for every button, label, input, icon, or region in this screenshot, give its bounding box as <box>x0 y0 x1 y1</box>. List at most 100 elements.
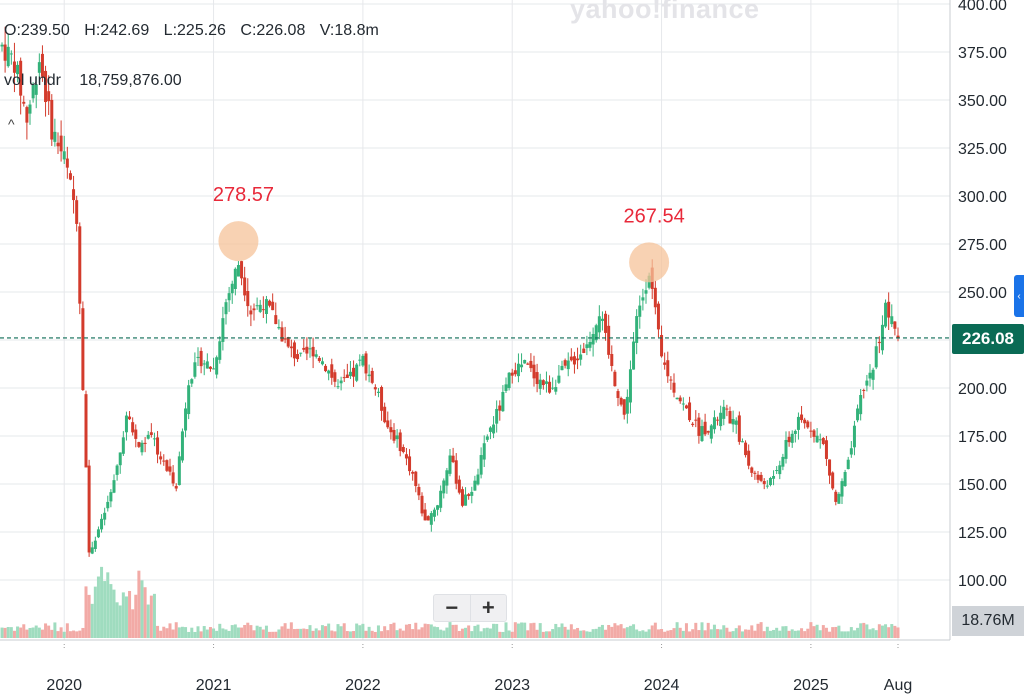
candle-body <box>859 394 863 415</box>
volume-value: V:18.8m <box>319 22 379 39</box>
volume-bar <box>37 627 41 638</box>
candle-body <box>572 356 576 365</box>
volume-bar <box>846 631 850 638</box>
candle-body <box>464 494 468 506</box>
volume-bar <box>896 627 900 638</box>
volume-bar <box>868 629 872 638</box>
candle-body <box>784 439 788 459</box>
volume-bar <box>862 622 866 638</box>
volume-bar <box>510 631 514 638</box>
volume-bar <box>84 586 88 638</box>
last-volume-tag: 18.76M <box>952 606 1024 636</box>
collapse-chevron-icon[interactable]: ^ <box>8 116 15 132</box>
candle-body <box>663 362 667 365</box>
candle-body <box>482 443 486 460</box>
candle-body <box>775 470 779 472</box>
candle-body <box>159 456 163 460</box>
candle-body <box>442 480 446 494</box>
candle-body <box>569 356 573 361</box>
volume-bar <box>408 624 412 638</box>
volume-bar <box>156 625 160 638</box>
candle-body <box>706 430 710 433</box>
candle-body <box>703 421 707 435</box>
expand-panel-chevron-icon[interactable]: ‹ <box>1014 275 1024 317</box>
volume-bar <box>128 590 132 638</box>
candle-body <box>871 369 875 380</box>
candle-body <box>725 408 729 410</box>
candle-body <box>212 368 216 370</box>
candle-body <box>750 467 754 473</box>
volume-bar <box>740 631 744 638</box>
volume-bar <box>177 627 181 638</box>
volume-bar <box>877 624 881 638</box>
volume-bar <box>146 604 150 638</box>
volume-bar <box>115 602 119 638</box>
candle-body <box>884 302 888 327</box>
candle-body <box>152 438 156 440</box>
volume-bar <box>432 626 436 638</box>
volume-bar <box>716 629 720 638</box>
volume-bar <box>479 631 483 638</box>
volume-bar <box>753 630 757 638</box>
volume-bar <box>53 622 57 638</box>
volume-bar <box>856 627 860 638</box>
volume-bar <box>541 631 545 638</box>
volume-bar <box>162 626 166 638</box>
volume-bar <box>781 626 785 638</box>
candle-body <box>470 491 474 496</box>
volume-bar <box>476 624 480 638</box>
volume-bar <box>152 593 156 638</box>
zoom-out-button[interactable]: − <box>434 595 471 621</box>
y-tick-label: 275.00 <box>958 237 1007 254</box>
volume-bar <box>271 631 275 638</box>
candle-body <box>190 379 194 384</box>
volume-bar <box>320 625 324 638</box>
candle-body <box>364 353 368 374</box>
candle-body <box>840 481 844 497</box>
candle-body <box>112 480 116 493</box>
candle-body <box>538 379 542 389</box>
volume-bar <box>579 630 583 638</box>
volume-bar <box>404 624 408 638</box>
candle-body <box>585 344 589 349</box>
volume-bar <box>411 629 415 638</box>
volume-bar <box>426 624 430 638</box>
volume-bar <box>376 625 380 638</box>
volume-bar <box>364 630 368 638</box>
candle-body <box>818 439 822 441</box>
candle-body <box>146 434 150 439</box>
candle-body <box>348 371 352 377</box>
volume-bar <box>893 625 897 638</box>
candle-body <box>367 374 371 377</box>
zoom-in-button[interactable]: + <box>481 595 495 620</box>
candle-body <box>274 315 278 325</box>
candle-body <box>168 466 172 472</box>
volume-bar <box>34 625 38 638</box>
candle-body <box>460 489 464 506</box>
candle-body <box>507 372 511 389</box>
volume-bar <box>470 631 474 638</box>
candle-body <box>896 335 900 339</box>
candle-body <box>697 417 701 436</box>
candle-body <box>137 442 141 447</box>
candle-body <box>243 277 247 296</box>
volume-bar <box>103 581 107 638</box>
volume-bar <box>280 626 284 638</box>
candle-body <box>479 455 483 475</box>
volume-bar <box>16 626 20 638</box>
candle-body <box>171 472 175 484</box>
peak-annotation-label: 278.57 <box>213 184 274 206</box>
y-tick-label: 100.00 <box>958 573 1007 590</box>
volume-bar <box>78 630 82 638</box>
peak-highlight-circle <box>629 242 670 283</box>
candle-body <box>47 91 51 102</box>
candle-body <box>576 358 580 361</box>
candle-body <box>22 101 26 104</box>
candle-body <box>600 318 604 321</box>
volume-bar <box>843 631 847 638</box>
candle-body <box>632 341 636 370</box>
candle-body <box>610 354 614 366</box>
candle-body <box>44 70 48 103</box>
